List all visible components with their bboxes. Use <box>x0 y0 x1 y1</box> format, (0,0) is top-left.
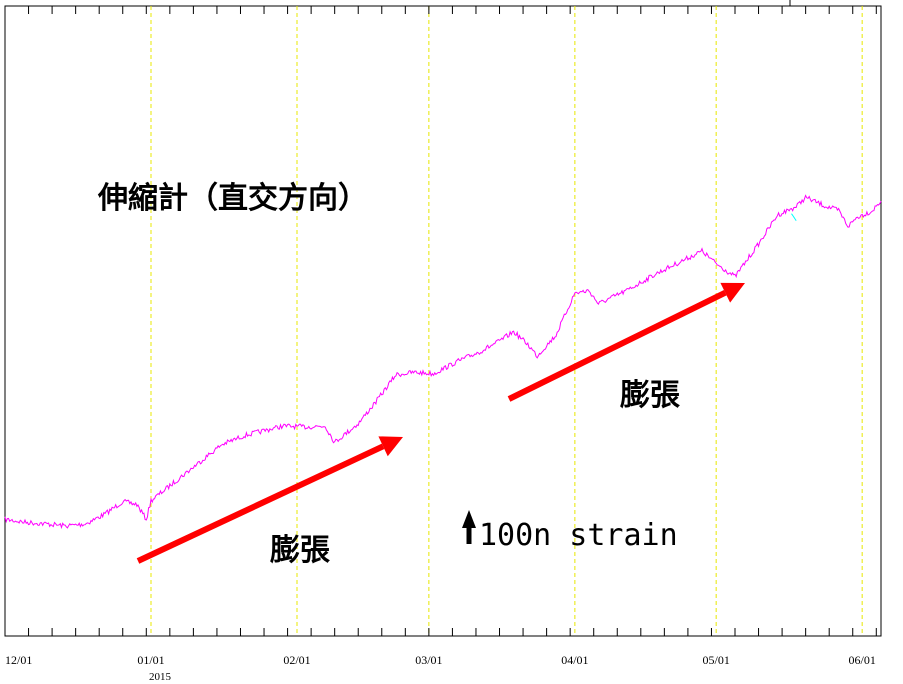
chart-title: 伸縮計（直交方向） <box>97 181 368 216</box>
expansion-arrowhead-icon <box>378 436 403 457</box>
x-tick-label: 01/01 <box>137 653 164 667</box>
year-label: 2015 <box>149 671 172 683</box>
x-axis-ticks: 12/01 01/01 02/01 03/01 04/01 05/01 06/01 <box>4 0 877 667</box>
expansion-arrow-shaft <box>136 443 385 564</box>
expansion-arrowhead-icon <box>720 282 745 303</box>
plot-area <box>4 5 882 637</box>
scale-bar-label: 100n strain <box>479 518 678 553</box>
expansion-label: 膨張 <box>270 533 330 568</box>
x-tick-label: 12/01 <box>5 653 32 667</box>
expansion-label: 膨張 <box>620 378 680 413</box>
x-tick-label: 06/01 <box>848 653 875 667</box>
x-tick-label: 05/01 <box>702 653 729 667</box>
strain-series-line <box>4 194 882 530</box>
x-tick-label: 02/01 <box>283 653 310 667</box>
gridlines <box>150 6 863 636</box>
x-tick-label: 03/01 <box>415 653 442 667</box>
expansion-arrow-shaft <box>507 290 727 402</box>
series-group <box>4 194 882 530</box>
secondary-series-line <box>791 213 797 221</box>
scale-arrow-icon <box>462 510 476 544</box>
scale-bar: 100n strain <box>462 510 678 553</box>
x-tick-label: 04/01 <box>561 653 588 667</box>
